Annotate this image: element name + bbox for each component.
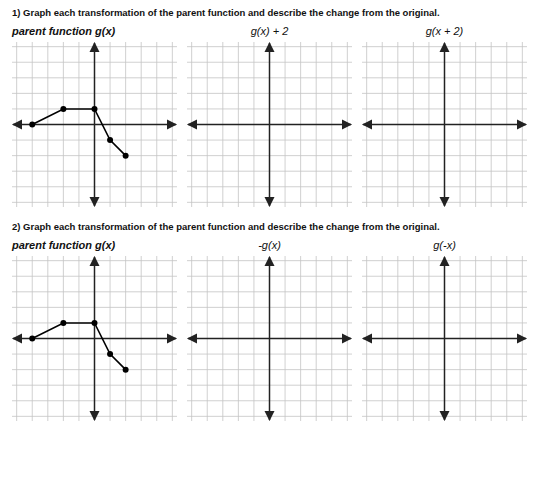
function-line [32,109,125,156]
grid-panel [187,42,352,207]
grid-line-x [269,256,270,421]
plot-area [362,256,527,421]
plot-area [362,42,527,207]
panel-label: parent function g(x) [11,239,116,251]
series [29,106,128,159]
point [123,153,129,159]
y-axis [269,257,271,420]
worksheet: 1) Graph each transformation of the pare… [0,0,535,484]
grid-panel [362,42,527,207]
y-axis [269,43,271,206]
grid-line-x [94,42,95,207]
grid-line-x [444,256,445,421]
point [92,320,98,326]
grid-line-x [444,42,445,207]
panel-label: g(x) + 2 [251,25,289,37]
point [60,320,66,326]
grid-panel [187,256,352,421]
grid-line-x [94,256,95,421]
series [29,320,128,373]
plot-area [12,42,177,207]
point [92,106,98,112]
point [107,137,113,143]
panel-label: -g(x) [258,239,281,251]
grid-line-x [269,42,270,207]
function-line [32,323,125,370]
point [60,106,66,112]
plot-area [187,42,352,207]
panel-label: g(-x) [433,239,456,251]
grid-panel [12,42,177,207]
panel-label: g(x + 2) [426,25,464,37]
problem-title: 1) Graph each transformation of the pare… [12,7,440,18]
point [107,351,113,357]
plot-area [187,256,352,421]
y-axis [444,257,446,420]
plot-area [12,256,177,421]
problem-title: 2) Graph each transformation of the pare… [12,221,440,232]
point [123,367,129,373]
grid-panel [12,256,177,421]
y-axis [94,43,96,206]
y-axis [94,257,96,420]
point [29,336,35,342]
panel-label: parent function g(x) [11,25,116,37]
point [29,122,35,128]
y-axis [444,43,446,206]
grid-panel [362,256,527,421]
